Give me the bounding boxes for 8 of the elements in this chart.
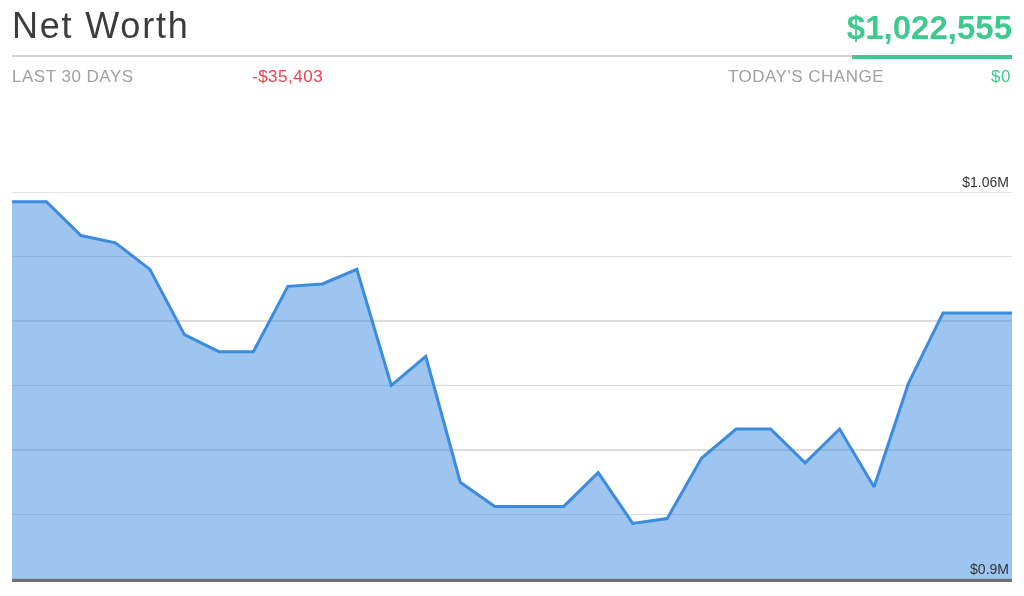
text: $1,022,555	[846, 9, 1012, 47]
text: TODAY'S CHANGE	[727, 67, 884, 87]
text: $0	[991, 67, 1011, 87]
text: -$35,403	[252, 67, 324, 87]
text: LAST 30 DAYS	[12, 67, 134, 87]
chart-title: Net Worth	[12, 5, 190, 47]
y-tick-label: $1.06M	[962, 174, 1009, 191]
y-tick-label: $0.9M	[970, 561, 1009, 578]
